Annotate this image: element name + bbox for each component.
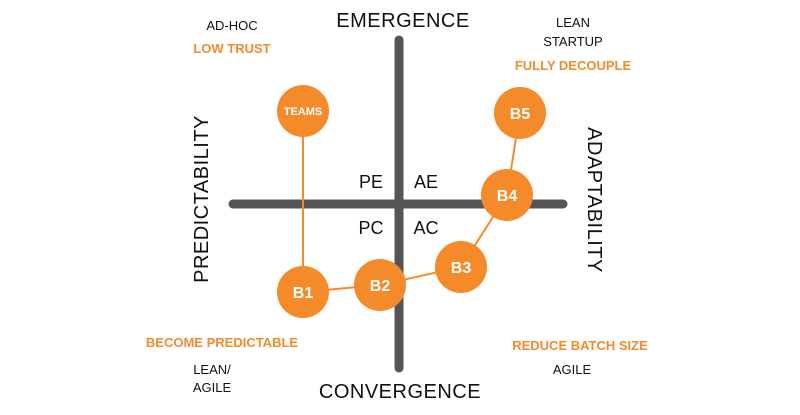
corner-top-left-title: AD-HOC [206, 18, 257, 33]
node-b1: B1 [277, 266, 329, 318]
axis-title-bottom: CONVERGENCE [319, 381, 481, 403]
corner-bottom-left-title-line-1: LEAN/ [193, 362, 231, 377]
node-b1-circle [277, 266, 329, 318]
axis-title-left: PREDICTABILITY [191, 115, 213, 283]
node-teams: TEAMS [277, 85, 329, 137]
node-b3-label: B3 [451, 260, 472, 277]
node-b2-circle [354, 259, 406, 311]
quadrant-code-pc: PC [358, 218, 383, 238]
node-b4-circle [481, 169, 533, 221]
node-teams-circle [277, 85, 329, 137]
corner-top-right-title-line-1: LEAN [556, 15, 590, 30]
quadrant-code-ae: AE [414, 172, 438, 192]
corner-bottom-right-title: AGILE [553, 362, 592, 377]
node-b3-circle [435, 241, 487, 293]
quadrant-code-pe: PE [359, 172, 383, 192]
quadrant-code-ac: AC [413, 218, 438, 238]
node-b3: B3 [435, 241, 487, 293]
corner-top-right-subtitle: FULLY DECOUPLE [515, 58, 632, 73]
corner-bottom-right-subtitle: REDUCE BATCH SIZE [512, 338, 648, 353]
node-b5-circle [494, 87, 546, 139]
node-b4-label: B4 [497, 188, 518, 205]
node-b1-label: B1 [293, 285, 314, 302]
axis-title-right: ADAPTABILITY [583, 127, 605, 273]
node-b5-label: B5 [510, 106, 531, 123]
corner-bottom-left-subtitle: BECOME PREDICTABLE [146, 335, 298, 350]
node-b2: B2 [354, 259, 406, 311]
node-b4: B4 [481, 169, 533, 221]
node-b2-label: B2 [370, 278, 391, 295]
axis-title-top: EMERGENCE [336, 10, 469, 32]
corner-bottom-left-title-line-2: AGILE [193, 380, 232, 395]
corner-top-right-title-line-2: STARTUP [543, 34, 602, 49]
corner-top-left-subtitle: LOW TRUST [193, 41, 270, 56]
node-teams-label: TEAMS [284, 106, 323, 118]
node-b5: B5 [494, 87, 546, 139]
